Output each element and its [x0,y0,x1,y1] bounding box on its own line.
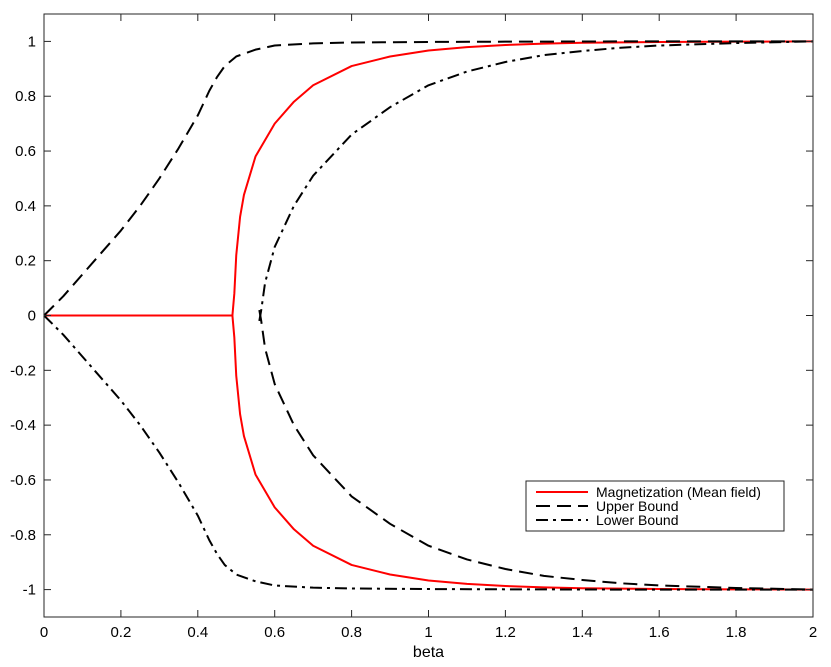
y-tick-label: -0.2 [10,362,36,379]
y-tick-label: -1 [23,582,36,599]
y-tick-label: -0.8 [10,527,36,544]
series-layer [43,40,814,591]
y-tick-label: -0.4 [10,417,36,434]
x-tick-label: 1 [424,624,432,641]
legend-label: Upper Bound [596,498,679,514]
x-tick-label: 1.2 [495,624,516,641]
x-tick-label: 2 [809,624,817,641]
series-line-0-0 [44,40,814,317]
legend: Magnetization (Mean field)Upper BoundLow… [525,480,785,532]
y-axis: -1 -0.8 -0.6 -0.4 -0.2 0 0.2 0.4 0.6 0.8 1 [10,33,813,599]
x-tick-label: 1.8 [726,624,747,641]
series-line-0-1 [231,315,814,591]
x-tick-label: 0.2 [110,624,131,641]
x-axis: 0 0.2 0.4 0.6 0.8 1 1.2 1.4 1.6 1.8 2 [40,14,817,641]
y-tick-label: -0.6 [10,472,36,489]
x-tick-label: 0.6 [264,624,285,641]
x-tick-label: 0.4 [187,624,208,641]
y-tick-label: 0 [28,308,36,325]
x-tick-label: 0.8 [341,624,362,641]
y-tick-label: 1 [28,33,36,50]
y-tick-label: 0.6 [15,143,36,160]
legend-label: Magnetization (Mean field) [596,484,761,500]
y-tick-label: 0.2 [15,253,36,270]
x-tick-label: 1.6 [649,624,670,641]
y-tick-label: 0.4 [15,198,36,215]
x-tick-label: 0 [40,624,48,641]
series-line-1-1 [258,309,814,591]
series-line-2-0 [43,314,813,591]
x-tick-label: 1.4 [572,624,593,641]
series-line-1-0 [43,40,813,317]
series-line-2-1 [258,40,814,322]
legend-label: Lower Bound [596,512,679,528]
y-tick-label: 0.8 [15,88,36,105]
x-axis-title: beta [413,644,444,661]
